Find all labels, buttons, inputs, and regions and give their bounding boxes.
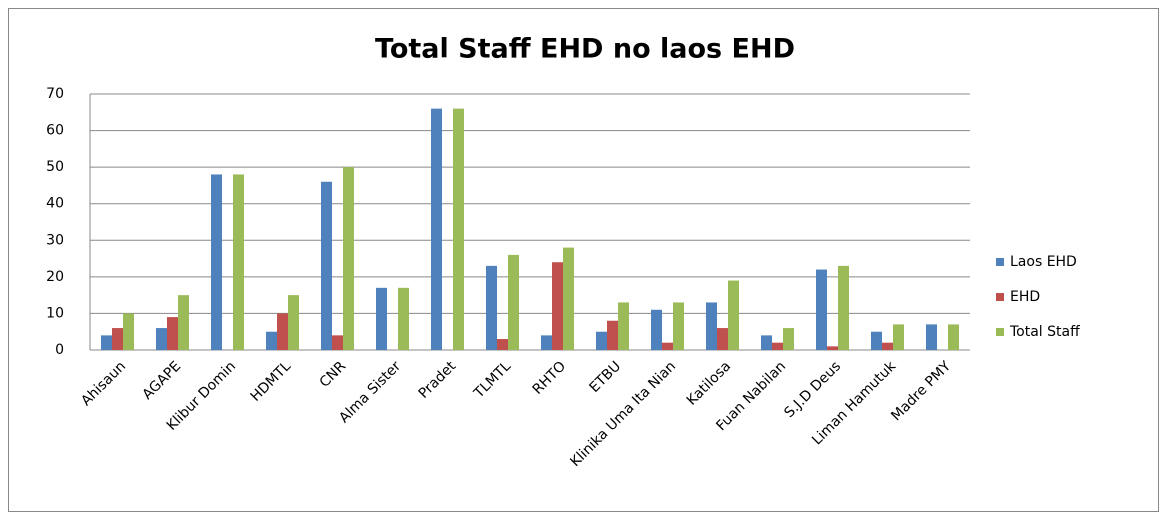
bar — [288, 295, 299, 350]
legend-label: EHD — [1010, 289, 1040, 305]
bar — [838, 265, 849, 350]
chart-title: Total Staff EHD no laos EHD — [375, 34, 795, 65]
bar — [662, 342, 673, 350]
bar — [827, 346, 838, 350]
bar — [343, 167, 354, 350]
bar — [266, 331, 277, 350]
y-tick-label: 50 — [46, 159, 64, 175]
bar — [178, 295, 189, 350]
bar — [497, 339, 508, 350]
bar — [233, 174, 244, 350]
bar — [717, 328, 728, 350]
y-tick-label: 20 — [46, 269, 64, 285]
bar — [706, 302, 717, 350]
y-tick-label: 10 — [46, 305, 64, 321]
y-tick-label: 40 — [46, 196, 64, 212]
legend-swatch — [996, 258, 1004, 266]
chart-border — [8, 8, 1159, 512]
bar — [651, 309, 662, 350]
bar — [486, 265, 497, 350]
bar — [112, 328, 123, 350]
bar — [783, 328, 794, 350]
bar — [926, 324, 937, 350]
bar — [607, 320, 618, 350]
bar — [761, 335, 772, 350]
legend-swatch — [996, 293, 1004, 301]
y-tick-label: 60 — [46, 123, 64, 139]
bar — [431, 108, 442, 350]
bar — [673, 302, 684, 350]
bar — [948, 324, 959, 350]
bar — [321, 181, 332, 350]
y-tick-label: 30 — [46, 232, 64, 248]
bar — [453, 108, 464, 350]
y-tick-label: 70 — [46, 86, 64, 102]
bar — [167, 317, 178, 350]
bar — [277, 313, 288, 350]
bar — [893, 324, 904, 350]
bar — [123, 313, 134, 350]
bar — [563, 247, 574, 350]
bar — [618, 302, 629, 350]
bar — [871, 331, 882, 350]
legend-label: Laos EHD — [1010, 254, 1077, 270]
bar — [398, 287, 409, 350]
bar — [552, 262, 563, 350]
bar — [508, 254, 519, 350]
bar — [596, 331, 607, 350]
legend-label: Total Staff — [1009, 324, 1080, 340]
bar — [816, 269, 827, 350]
legend-swatch — [996, 328, 1004, 336]
bar — [211, 174, 222, 350]
bar — [156, 328, 167, 350]
bar — [101, 335, 112, 350]
y-tick-label: 0 — [55, 342, 64, 358]
bar — [541, 335, 552, 350]
bar — [772, 342, 783, 350]
bar — [376, 287, 387, 350]
bar — [882, 342, 893, 350]
bar — [332, 335, 343, 350]
bar — [728, 280, 739, 350]
